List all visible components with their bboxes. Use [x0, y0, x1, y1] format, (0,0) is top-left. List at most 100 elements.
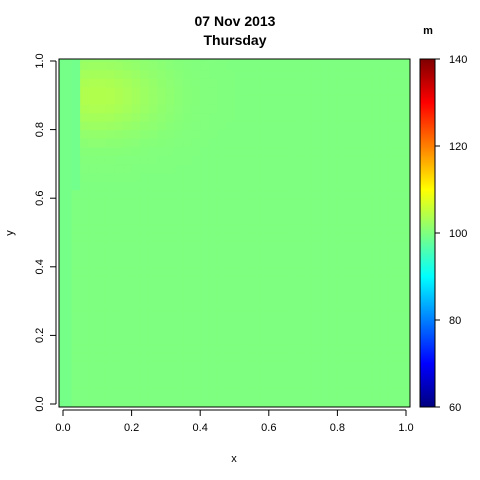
heatmap-cell	[337, 86, 347, 96]
heatmap-cell	[268, 258, 278, 268]
heatmap-cell	[225, 404, 236, 407]
heatmap-cell	[80, 172, 90, 182]
heatmap-cell	[114, 155, 124, 165]
heatmap-cell	[363, 378, 373, 388]
heatmap-cell	[294, 163, 304, 174]
heatmap-cell	[174, 189, 184, 199]
heatmap-cell	[174, 163, 184, 174]
heatmap-cell	[114, 61, 124, 71]
heatmap-cell	[363, 283, 373, 294]
heatmap-cell	[225, 292, 236, 302]
heatmap-cell	[131, 335, 141, 345]
heatmap-cell	[88, 335, 98, 345]
heatmap-cell	[217, 198, 227, 208]
heatmap-cell	[191, 318, 201, 328]
heatmap-cell	[388, 318, 399, 328]
heatmap-cell	[406, 249, 410, 259]
heatmap-cell	[388, 326, 399, 336]
heatmap-cell	[268, 206, 278, 216]
heatmap-cell	[285, 241, 296, 251]
heatmap-cell	[345, 189, 356, 199]
heatmap-cell	[303, 283, 313, 294]
heatmap-cell	[354, 283, 364, 294]
heatmap-cell	[406, 404, 410, 407]
heatmap-cell	[183, 112, 193, 122]
heatmap-cell	[165, 378, 176, 388]
heatmap-cell	[105, 283, 116, 294]
heatmap-cell	[59, 206, 64, 216]
heatmap-cell	[88, 138, 98, 148]
heatmap-cell	[285, 198, 296, 208]
heatmap-cell	[277, 241, 287, 251]
heatmap-cell	[114, 352, 124, 362]
heatmap-cell	[80, 198, 90, 208]
heatmap-cell	[234, 369, 244, 379]
heatmap-cell	[277, 232, 287, 242]
heatmap-cell	[148, 386, 158, 397]
heatmap-cell	[311, 395, 321, 405]
heatmap-cell	[208, 95, 218, 105]
heatmap-cell	[208, 181, 218, 191]
heatmap-cell	[260, 395, 270, 405]
heatmap-cell	[388, 352, 399, 362]
heatmap-cell	[260, 241, 270, 251]
heatmap-cell	[174, 404, 184, 407]
heatmap-cell	[277, 146, 287, 156]
heatmap-cell	[114, 59, 124, 62]
heatmap-cell	[217, 352, 227, 362]
heatmap-cell	[328, 352, 339, 362]
heatmap-cell	[380, 163, 390, 174]
heatmap-cell	[328, 241, 339, 251]
heatmap-cell	[97, 309, 107, 319]
heatmap-cell	[251, 309, 261, 319]
heatmap-cell	[363, 258, 373, 268]
heatmap-cell	[157, 155, 167, 165]
heatmap-cell	[371, 155, 381, 165]
heatmap-cell	[328, 172, 339, 182]
heatmap-cell	[63, 241, 73, 251]
heatmap-cell	[105, 215, 116, 225]
heatmap-cell	[131, 343, 141, 354]
x-tick-label: 0.6	[261, 422, 276, 434]
heatmap-cell	[191, 189, 201, 199]
heatmap-cell	[174, 352, 184, 362]
heatmap-cell	[157, 241, 167, 251]
heatmap-cell	[311, 112, 321, 122]
heatmap-cell	[88, 378, 98, 388]
heatmap-cell	[191, 343, 201, 354]
heatmap-cell	[225, 361, 236, 371]
heatmap-cell	[311, 138, 321, 148]
heatmap-cell	[354, 326, 364, 336]
heatmap-cell	[63, 206, 73, 216]
heatmap-cell	[183, 86, 193, 96]
heatmap-cell	[234, 223, 244, 234]
heatmap-cell	[243, 172, 253, 182]
heatmap-cell	[285, 249, 296, 259]
heatmap-cell	[303, 86, 313, 96]
heatmap-cell	[114, 129, 124, 139]
heatmap-cell	[200, 386, 210, 397]
heatmap-cell	[251, 404, 261, 407]
heatmap-cell	[71, 95, 81, 105]
heatmap-cell	[337, 343, 347, 354]
heatmap-cell	[174, 112, 184, 122]
heatmap-cell	[71, 292, 81, 302]
heatmap-cell	[131, 86, 141, 96]
heatmap-cell	[371, 275, 381, 285]
heatmap-cell	[165, 386, 176, 397]
heatmap-cell	[380, 309, 390, 319]
heatmap-cell	[131, 283, 141, 294]
heatmap-cell	[183, 395, 193, 405]
heatmap-cell	[140, 386, 150, 397]
heatmap-cell	[174, 138, 184, 148]
heatmap-cell	[337, 275, 347, 285]
heatmap-cell	[243, 249, 253, 259]
heatmap-cell	[148, 146, 158, 156]
heatmap-cell	[371, 292, 381, 302]
heatmap-cell	[71, 343, 81, 354]
heatmap-cell	[157, 86, 167, 96]
heatmap-cell	[174, 146, 184, 156]
heatmap-cell	[217, 249, 227, 259]
heatmap-cell	[105, 163, 116, 174]
heatmap-cell	[140, 335, 150, 345]
